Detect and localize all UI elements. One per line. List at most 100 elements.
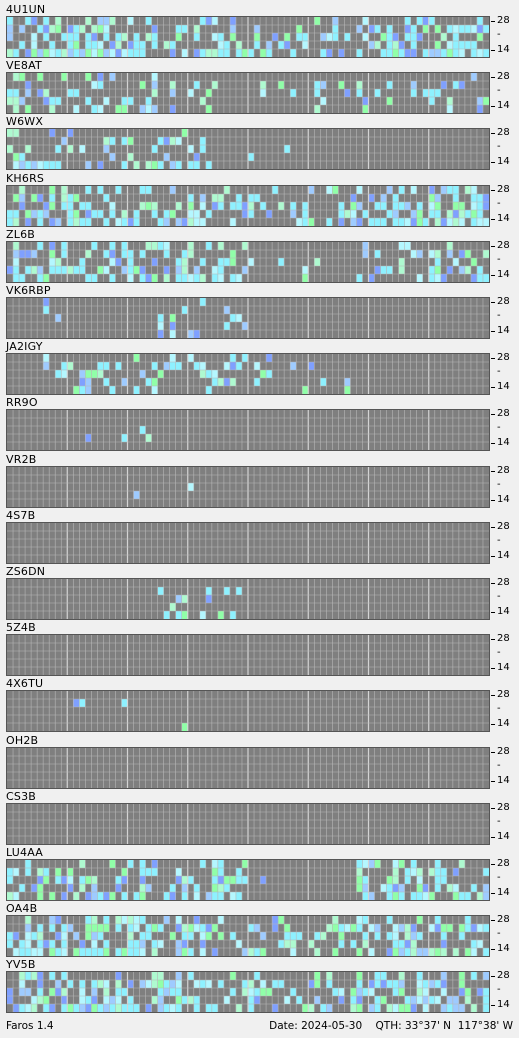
signal-cell (350, 1004, 357, 1013)
signal-cell (175, 924, 182, 933)
signal-cell (151, 924, 158, 933)
signal-cell (109, 17, 116, 25)
signal-cell (217, 33, 224, 41)
signal-cell (440, 940, 447, 949)
signal-cell (464, 185, 471, 194)
beacon-callsign: VE8AT (6, 59, 42, 73)
signal-cell (458, 1004, 465, 1013)
grid-canvas (7, 73, 489, 114)
signal-cell (482, 924, 489, 933)
signal-cell (145, 1004, 152, 1013)
axis-tick (491, 949, 495, 951)
signal-cell (97, 362, 104, 371)
signal-cell (73, 209, 80, 218)
signal-cell (79, 988, 86, 997)
signal-cell (398, 185, 405, 194)
signal-cell (290, 201, 297, 210)
signal-cell (151, 161, 158, 170)
signal-cell (434, 948, 441, 957)
axis-label-14: 14 (497, 437, 510, 449)
signal-cell (229, 988, 236, 997)
signal-cell (440, 81, 447, 90)
signal-cell (19, 25, 26, 33)
signal-cell (434, 860, 441, 868)
signal-cell (121, 241, 128, 250)
signal-cell (217, 265, 224, 274)
signal-cell (368, 193, 375, 202)
signal-cell (163, 209, 170, 218)
axis-tick (491, 583, 495, 584)
signal-cell (61, 73, 68, 82)
propagation-grid (6, 634, 490, 677)
signal-cell (464, 996, 471, 1005)
beacon-callsign: YV5B (6, 958, 36, 972)
signal-cell (181, 273, 188, 282)
signal-cell (193, 265, 200, 274)
signal-cell (260, 948, 267, 957)
signal-cell (115, 257, 122, 266)
axis-tick (491, 499, 495, 501)
signal-cell (85, 892, 92, 900)
beacon-panel: 4S7B 28 - 14 (0, 508, 519, 564)
signal-cell (422, 980, 429, 989)
signal-cell (49, 49, 56, 57)
signal-cell (157, 370, 164, 379)
signal-cell (434, 25, 441, 33)
signal-cell (175, 611, 182, 619)
signal-cell (67, 201, 74, 210)
signal-cell (139, 892, 146, 900)
signal-cell (217, 611, 224, 619)
signal-cell (169, 161, 176, 170)
signal-cell (103, 217, 110, 226)
signal-cell (121, 137, 128, 146)
signal-cell (205, 980, 212, 989)
signal-cell (61, 940, 68, 949)
signal-cell (169, 41, 176, 49)
signal-cell (410, 924, 417, 933)
signal-cell (157, 587, 164, 595)
signal-cell (229, 378, 236, 387)
grid-canvas (7, 241, 489, 282)
signal-cell (464, 924, 471, 933)
signal-cell (338, 988, 345, 997)
signal-cell (422, 89, 429, 98)
signal-cell (97, 49, 104, 57)
signal-cell (109, 241, 116, 250)
signal-cell (332, 17, 339, 25)
signal-cell (350, 193, 357, 202)
signal-cell (470, 1004, 477, 1013)
signal-cell (284, 33, 291, 41)
longitude: 117°38' W (457, 1020, 513, 1032)
signal-cell (19, 185, 26, 194)
signal-cell (79, 49, 86, 57)
signal-cell (404, 49, 411, 57)
signal-cell (440, 876, 447, 884)
signal-cell (13, 257, 20, 266)
signal-cell (404, 996, 411, 1005)
signal-cell (145, 241, 152, 250)
signal-cell (121, 249, 128, 258)
signal-cell (25, 1004, 32, 1013)
signal-cell (43, 1004, 50, 1013)
signal-cell (25, 924, 32, 933)
signal-cell (446, 241, 453, 250)
signal-cell (428, 868, 435, 876)
signal-cell (416, 996, 423, 1005)
signal-cell (241, 322, 249, 330)
signal-cell (284, 41, 291, 49)
signal-cell (482, 996, 489, 1005)
signal-cell (404, 33, 411, 41)
signal-cell (151, 273, 158, 282)
grid-canvas (7, 17, 489, 57)
signal-cell (356, 273, 363, 282)
signal-cell (205, 209, 212, 218)
beacon-panel: JA2IGY 28 - 14 (0, 339, 519, 396)
signal-cell (356, 49, 363, 57)
band-axis: 28 - 14 (491, 184, 519, 227)
signal-cell (85, 97, 92, 106)
signal-cell (145, 980, 152, 989)
signal-cell (482, 201, 489, 210)
signal-cell (43, 868, 50, 876)
signal-cell (428, 265, 435, 274)
signal-cell (13, 97, 20, 106)
